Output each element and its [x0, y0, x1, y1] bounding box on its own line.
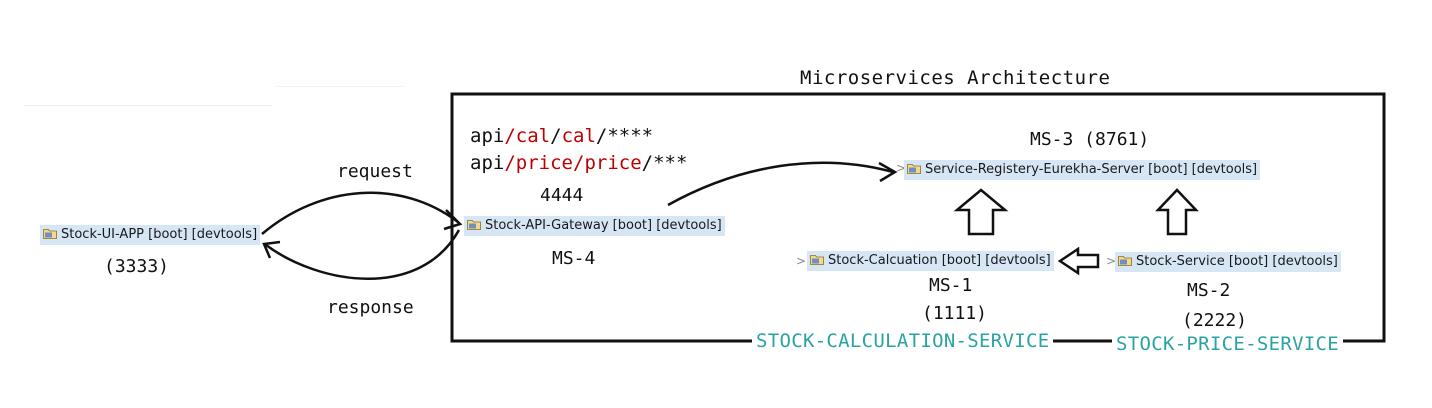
node-service-registry[interactable]: Service-Registery-Eurekha-Server [boot] … — [904, 160, 1261, 180]
project-folder-icon — [1118, 253, 1132, 266]
service-name-calculation: STOCK-CALCULATION-SERVICE — [752, 330, 1054, 352]
service-name-price: STOCK-PRICE-SERVICE — [1112, 333, 1344, 355]
chevron-right-icon: > — [796, 254, 807, 268]
ms1-port: (1111) — [922, 303, 988, 324]
api-route-price-seg1: price — [515, 152, 573, 174]
api-route-cal-sep1: / — [504, 125, 516, 147]
ms3-label: MS-3 (8761) — [1030, 129, 1150, 150]
api-route-cal-seg1: cal — [515, 125, 551, 147]
gateway-to-registry-arrowhead — [878, 161, 898, 183]
api-route-cal-suffix: /**** — [595, 125, 654, 147]
request-label: request — [337, 161, 413, 182]
api-route-cal-prefix: api — [470, 125, 505, 147]
node-stock-calculation[interactable]: Stock-Calcuation [boot] [devtools] — [807, 251, 1054, 271]
response-arrowhead — [262, 240, 281, 259]
api-route-price-sep2: / — [572, 152, 585, 174]
ms2-port: (2222) — [1182, 310, 1248, 331]
project-folder-icon — [467, 217, 481, 230]
ms2-to-registry-up-arrow — [1155, 188, 1199, 236]
node-stock-service-label: Stock-Service [boot] [devtools] — [1136, 254, 1338, 269]
gateway-port: 4444 — [540, 185, 584, 206]
api-route-cal-sep2: / — [550, 125, 562, 147]
response-label: response — [327, 297, 414, 318]
response-arrow — [265, 229, 461, 280]
ms1-to-registry-up-arrow — [953, 188, 1009, 236]
api-route-price: api/price/price/*** — [470, 152, 687, 174]
chevron-right-icon: > — [896, 161, 907, 175]
ms1-label: MS-1 — [929, 275, 973, 296]
api-route-price-prefix: api — [470, 152, 505, 174]
request-arrowhead — [443, 209, 463, 231]
api-route-price-sep1: / — [504, 152, 516, 174]
api-route-cal-seg2: cal — [561, 125, 596, 147]
project-folder-icon — [907, 161, 921, 174]
project-folder-icon — [810, 252, 824, 265]
node-stock-api-gateway[interactable]: Stock-API-Gateway [boot] [devtools] — [464, 216, 725, 236]
node-stock-ui-app-label: Stock-UI-APP [boot] [devtools] — [61, 227, 258, 242]
project-folder-icon — [43, 226, 57, 239]
gateway-to-registry-arrow — [667, 161, 894, 207]
api-route-price-suffix: /*** — [641, 152, 688, 174]
node-stock-api-gateway-label: Stock-API-Gateway [boot] [devtools] — [485, 218, 722, 233]
faint-rule-1 — [24, 105, 272, 106]
ui-app-port: (3333) — [104, 256, 170, 277]
ms2-label: MS-2 — [1187, 280, 1231, 301]
api-route-price-seg2: price — [584, 152, 642, 174]
node-stock-ui-app[interactable]: Stock-UI-APP [boot] [devtools] — [40, 225, 261, 245]
api-route-cal: api/cal/cal/**** — [470, 125, 653, 147]
ms2-to-ms1-left-arrow — [1057, 246, 1100, 276]
node-stock-service[interactable]: Stock-Service [boot] [devtools] — [1115, 252, 1341, 272]
diagram-title: Microservices Architecture — [800, 67, 1111, 89]
chevron-right-icon: > — [1106, 254, 1117, 268]
node-service-registry-label: Service-Registery-Eurekha-Server [boot] … — [925, 162, 1258, 177]
request-arrow — [261, 191, 459, 235]
ms4-label: MS-4 — [552, 248, 596, 269]
node-stock-calculation-label: Stock-Calcuation [boot] [devtools] — [828, 253, 1051, 268]
faint-rule-2 — [276, 86, 404, 87]
